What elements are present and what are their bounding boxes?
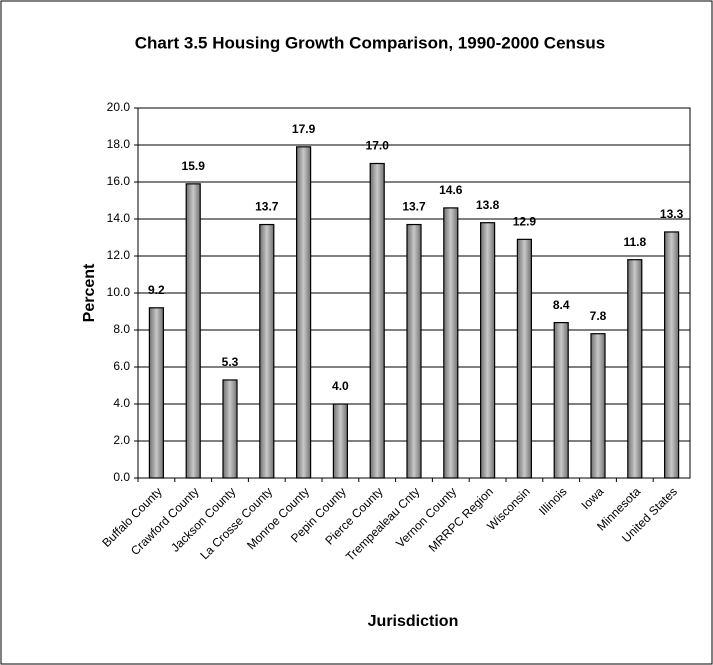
y-tick-label: 16.0 xyxy=(107,174,131,188)
value-label: 17.0 xyxy=(366,139,390,153)
value-label: 12.9 xyxy=(513,215,537,229)
y-tick-label: 14.0 xyxy=(107,211,131,225)
y-tick-label: 20.0 xyxy=(107,100,131,114)
bar xyxy=(332,403,348,479)
bar xyxy=(406,223,422,479)
y-tick-label: 2.0 xyxy=(113,433,130,447)
bar xyxy=(185,183,201,479)
value-label: 13.7 xyxy=(255,200,279,214)
x-axis-title: Jurisdiction xyxy=(368,613,459,630)
bar xyxy=(480,222,496,479)
y-tick-label: 0.0 xyxy=(113,470,130,484)
value-label: 11.8 xyxy=(623,235,646,249)
bar xyxy=(296,146,312,479)
value-label: 14.6 xyxy=(439,183,463,197)
bar xyxy=(443,207,459,479)
value-label: 4.0 xyxy=(332,379,349,393)
y-tick-label: 8.0 xyxy=(113,322,130,336)
value-label: 15.9 xyxy=(182,159,206,173)
bar xyxy=(663,231,680,479)
y-axis-title: Percent xyxy=(81,263,98,322)
value-label: 5.3 xyxy=(222,355,239,369)
bar xyxy=(553,322,569,479)
value-label: 9.2 xyxy=(148,283,165,297)
bar xyxy=(627,259,643,479)
value-label: 13.7 xyxy=(402,200,426,214)
value-label: 8.4 xyxy=(553,298,570,312)
y-tick-label: 10.0 xyxy=(107,285,131,299)
bar xyxy=(222,379,238,479)
bar xyxy=(148,307,164,479)
y-tick-label: 18.0 xyxy=(107,137,131,151)
chart-title: Chart 3.5 Housing Growth Comparison, 199… xyxy=(135,33,605,52)
bar xyxy=(590,333,606,479)
y-tick-label: 4.0 xyxy=(113,396,130,410)
value-label: 13.3 xyxy=(660,207,684,221)
bar xyxy=(516,238,533,479)
y-tick-label: 6.0 xyxy=(113,359,130,373)
y-tick-label: 12.0 xyxy=(107,248,131,262)
value-label: 13.8 xyxy=(476,198,500,212)
bar xyxy=(259,223,275,479)
value-label: 7.8 xyxy=(590,309,607,323)
bar xyxy=(369,162,385,479)
value-label: 17.9 xyxy=(292,122,316,136)
